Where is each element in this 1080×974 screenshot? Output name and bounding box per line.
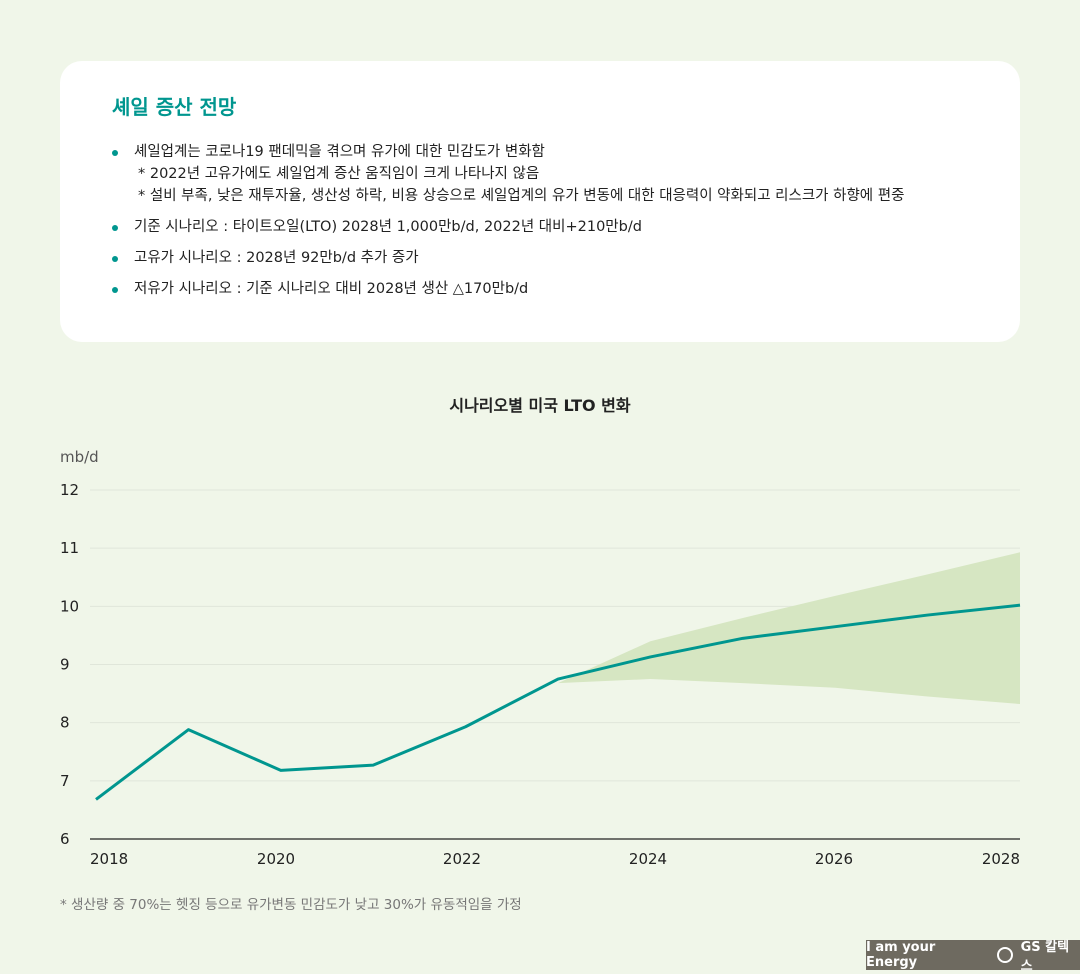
y-tick-label: 9 <box>60 656 70 674</box>
logo-slogan: I am your Energy <box>866 940 989 970</box>
footnote: * 생산량 중 70%는 헷징 등으로 유가변동 민감도가 낮고 30%가 유동… <box>60 893 522 913</box>
scenario-range-band <box>558 552 1020 704</box>
y-tick-label: 12 <box>60 481 79 499</box>
y-tick-label: 10 <box>60 597 79 615</box>
x-tick-label: 2022 <box>443 850 481 868</box>
brand-logo: I am your Energy GS 칼텍스 <box>866 940 1080 970</box>
gs-logo-icon <box>997 947 1013 963</box>
x-tick-label: 2020 <box>257 850 295 868</box>
y-tick-label: 6 <box>60 830 70 848</box>
x-tick-label: 2024 <box>629 850 667 868</box>
x-tick-label: 2018 <box>90 850 128 868</box>
y-tick-label: 7 <box>60 772 70 790</box>
x-tick-label: 2028 <box>982 850 1020 868</box>
logo-brand: GS 칼텍스 <box>1021 936 1080 974</box>
x-tick-label: 2026 <box>815 850 853 868</box>
y-tick-label: 8 <box>60 714 70 732</box>
y-tick-label: 11 <box>60 539 79 557</box>
